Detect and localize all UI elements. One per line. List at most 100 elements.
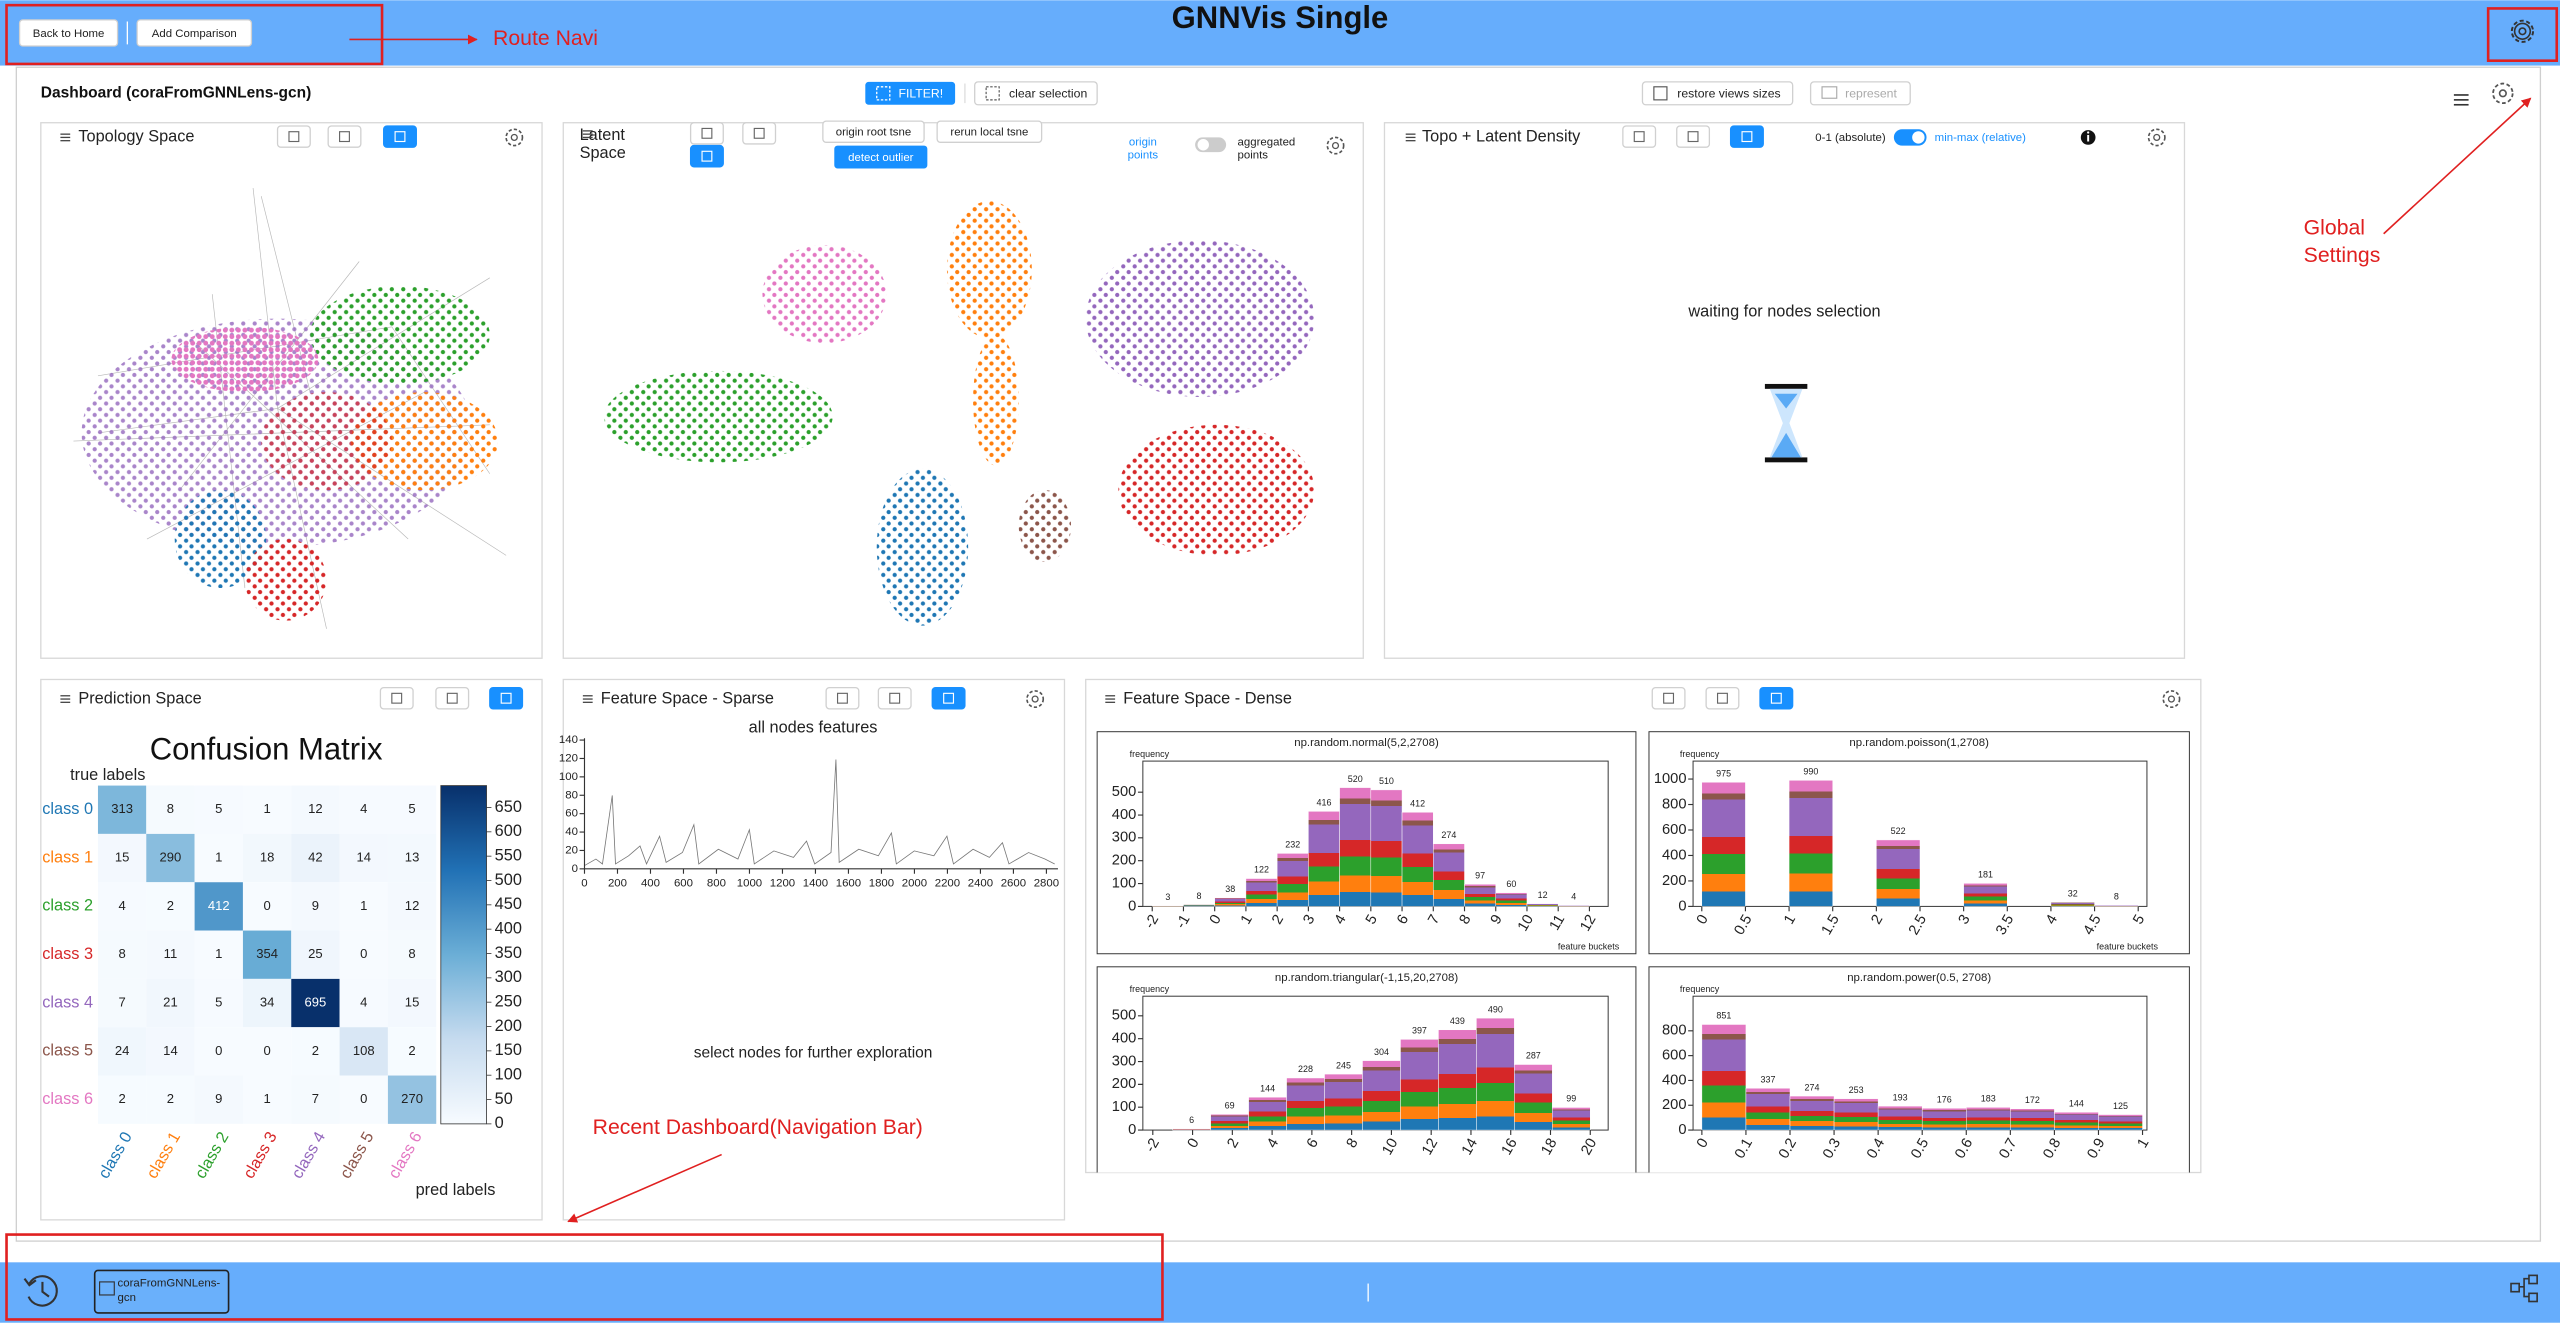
graph-view-button[interactable]: [2510, 1274, 2538, 1303]
history-button[interactable]: [23, 1275, 58, 1307]
tool-button[interactable]: [1705, 686, 1740, 710]
cell-label: 7: [312, 1091, 319, 1106]
tool-button[interactable]: [383, 125, 417, 148]
back-home-button-rect[interactable]: [18, 19, 119, 47]
tool-button[interactable]: [276, 125, 311, 148]
tool-button[interactable]: [689, 122, 724, 145]
clear-selection-button[interactable]: clear selection: [974, 81, 1098, 106]
cell-label: 5: [215, 995, 222, 1010]
panel-settings-button[interactable]: [1026, 690, 1045, 709]
add-comparison-button-rect[interactable]: [136, 19, 253, 47]
histogram-bar: [1526, 903, 1559, 907]
matrix-cell: [291, 785, 340, 834]
global-settings-button-circle[interactable]: [2518, 27, 2527, 36]
tool-button[interactable]: [1651, 686, 1686, 710]
panel-settings-button[interactable]: [505, 128, 524, 147]
dashboard-settings-button-circle[interactable]: [2498, 89, 2507, 98]
restore-views-button[interactable]: restore views sizes: [1641, 81, 1794, 106]
bar-value-label: 60: [1506, 879, 1516, 889]
button-label[interactable]: Add Comparison: [152, 28, 237, 40]
info-icon[interactable]: [2080, 130, 2096, 145]
add-comparison-button[interactable]: Add Comparison: [136, 19, 253, 47]
graph-view-button-path[interactable]: [2519, 1277, 2529, 1298]
button-label[interactable]: FILTER!: [898, 86, 943, 100]
origin-root-tsne-button[interactable]: origin root tsne: [822, 120, 925, 143]
tile-label[interactable]: coraFromGNNLens-: [118, 1278, 221, 1290]
clear-selection-button-rect[interactable]: [974, 81, 1098, 106]
button-label[interactable]: restore views sizes: [1677, 86, 1780, 100]
panel-settings-button[interactable]: [2162, 690, 2181, 709]
tool-glyph: [339, 131, 350, 143]
confusion-matrix: Confusion Matrix true labels pred labels 31…: [42, 731, 522, 1198]
tool-button[interactable]: [1729, 125, 1764, 148]
button-label[interactable]: rerun local tsne: [950, 127, 1028, 139]
x-axis-label: feature buckets: [2097, 942, 2159, 952]
feature-noise: [584, 759, 1055, 866]
global-settings-button-circle[interactable]: [2510, 19, 2535, 43]
filter-button-rect[interactable]: [876, 86, 891, 101]
dashboard-tile-rect[interactable]: [99, 1281, 115, 1296]
bar-value-label: 181: [1978, 870, 1993, 880]
tool-button[interactable]: [379, 686, 414, 710]
tool-button[interactable]: [825, 686, 860, 710]
history-button-path[interactable]: [41, 1281, 50, 1298]
represent-button[interactable]: represent: [1809, 81, 1911, 106]
represent-button-rect[interactable]: [1809, 81, 1911, 106]
filter-button[interactable]: FILTER!: [865, 81, 956, 105]
topology-panel: Topology Space: [40, 122, 543, 659]
tile-label[interactable]: gcn: [118, 1292, 136, 1304]
restore-views-button-rect[interactable]: [1641, 81, 1794, 106]
tool-button[interactable]: [1622, 125, 1657, 148]
button-label[interactable]: represent: [1845, 86, 1897, 100]
points-toggle-circle[interactable]: [1197, 139, 1209, 151]
button-label[interactable]: Back to Home: [33, 28, 105, 40]
origin-root-tsne-button-rect[interactable]: [822, 120, 925, 143]
button-label[interactable]: detect outlier: [848, 152, 914, 164]
represent-button-rect[interactable]: [1821, 86, 1838, 99]
matrix-cell: [387, 785, 437, 834]
info-icon-rect[interactable]: [2087, 134, 2090, 142]
tool-button[interactable]: [489, 686, 524, 710]
bar-value-label: 183: [1981, 1094, 1996, 1104]
bar-value-label: 122: [1254, 865, 1269, 875]
detect-outlier-button-rect[interactable]: [834, 145, 928, 169]
tool-button[interactable]: [327, 125, 362, 148]
density-scale-toggle-circle[interactable]: [1912, 131, 1925, 144]
panel-settings-button[interactable]: [2147, 128, 2166, 147]
tool-button[interactable]: [1676, 125, 1711, 148]
bar-value-label: 12: [1538, 890, 1548, 900]
tool-glyph: [394, 131, 406, 143]
history-button-path[interactable]: [27, 1275, 58, 1307]
detect-outlier-button[interactable]: detect outlier: [834, 145, 928, 169]
rerun-local-tsne-button-rect[interactable]: [936, 120, 1043, 143]
global-settings-button-circle[interactable]: [2513, 22, 2532, 40]
button-label[interactable]: origin root tsne: [836, 127, 911, 139]
tool-button[interactable]: [931, 686, 966, 710]
tool-button[interactable]: [689, 144, 724, 168]
dashboard-tile[interactable]: coraFromGNNLens- gcn: [93, 1269, 230, 1314]
tool-button[interactable]: [742, 122, 777, 145]
dashboard-tile-rect[interactable]: [93, 1269, 230, 1314]
back-home-button[interactable]: Back to Home: [18, 19, 119, 47]
filter-button-rect[interactable]: [865, 81, 956, 105]
cell-label: 0: [263, 898, 270, 913]
tool-button[interactable]: [435, 686, 470, 710]
restore-views-button-rect[interactable]: [1653, 86, 1668, 101]
info-icon-circle[interactable]: [2087, 131, 2090, 134]
density-scale-toggle[interactable]: [1893, 129, 1927, 146]
global-settings-button[interactable]: [2510, 19, 2535, 43]
x-tick-label: -1: [1173, 912, 1193, 931]
rerun-local-tsne-button[interactable]: rerun local tsne: [936, 120, 1043, 143]
matrix-cell: [242, 882, 292, 931]
button-label[interactable]: clear selection: [1009, 86, 1087, 100]
panel-settings-button[interactable]: [1326, 136, 1345, 155]
list-view-button[interactable]: [2453, 94, 2469, 106]
points-toggle[interactable]: [1195, 137, 1227, 153]
matrix-cell: [339, 833, 388, 883]
tool-button[interactable]: [877, 686, 912, 710]
tool-button[interactable]: [1759, 686, 1794, 710]
latent-panel-ellipse: [946, 201, 1032, 339]
clear-selection-button-rect[interactable]: [985, 86, 1000, 101]
history-button-path[interactable]: [23, 1278, 37, 1287]
histogram-bar: [1833, 1098, 1879, 1131]
